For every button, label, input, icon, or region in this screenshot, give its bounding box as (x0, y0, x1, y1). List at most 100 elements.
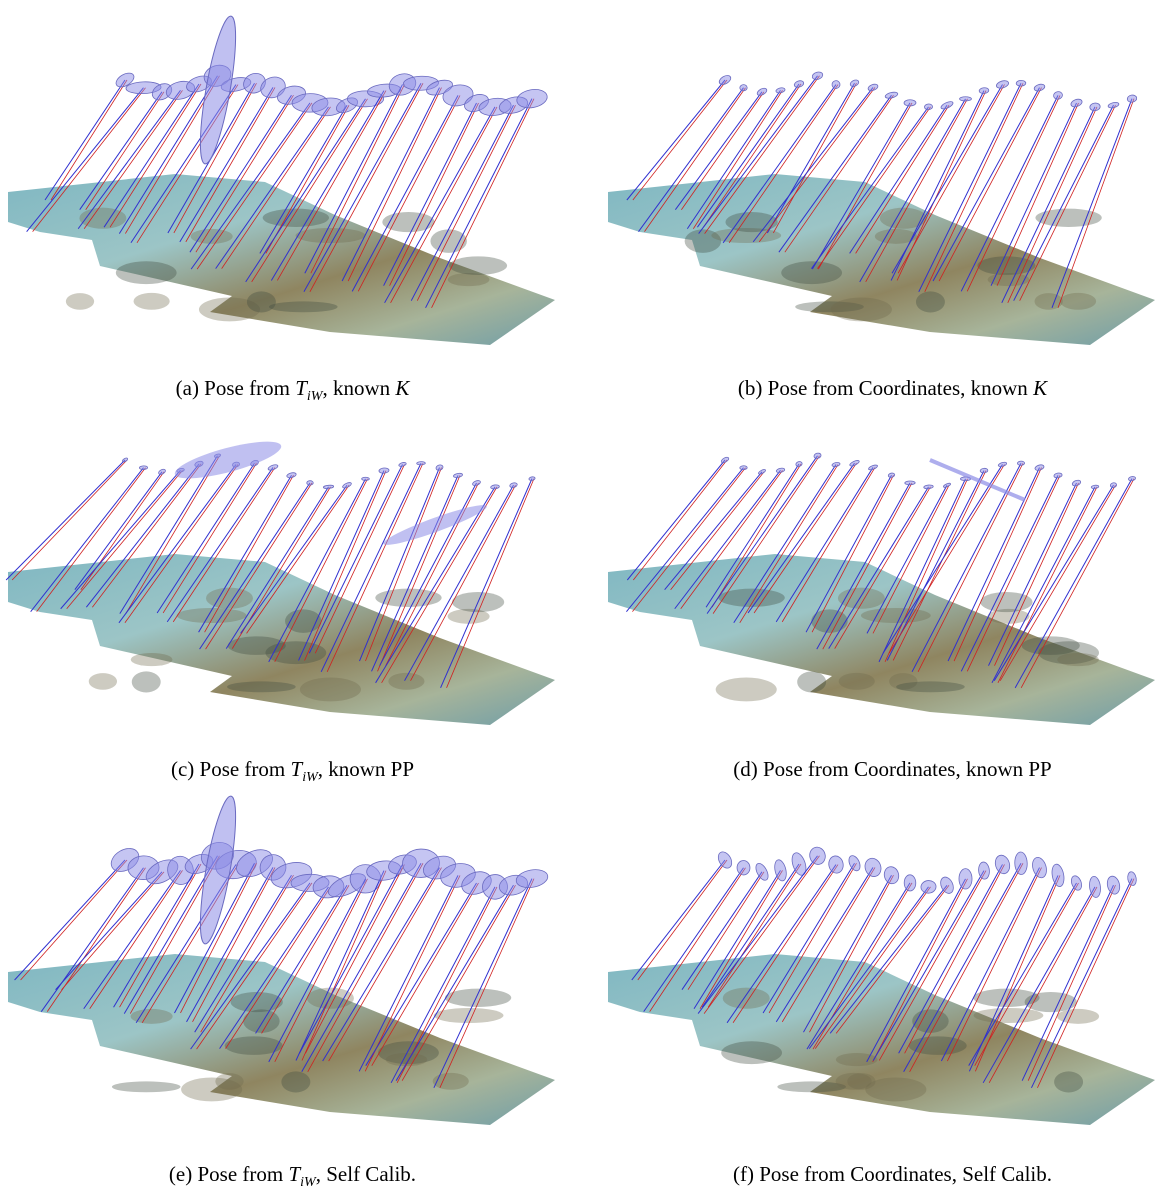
uncertainty-ellipse (435, 464, 443, 471)
uncertainty-ellipse (740, 466, 748, 470)
uncertainty-ellipse (827, 855, 844, 875)
uncertainty-ellipse (1106, 875, 1122, 895)
terrain-patch (300, 678, 361, 702)
uncertainty-ellipse (1033, 83, 1045, 92)
uncertainty-ellipse (979, 87, 989, 94)
terrain-patch (206, 588, 253, 609)
uncertainty-ellipse (904, 875, 916, 891)
uncertainty-ellipse (849, 79, 860, 88)
uncertainty-ellipse (509, 482, 517, 488)
uncertainty-ellipse (158, 468, 167, 475)
uncertainty-ellipse (993, 853, 1012, 875)
panel-scene (608, 845, 1155, 1125)
uncertainty-ellipse (286, 472, 296, 479)
uncertainty-ellipse (718, 74, 733, 87)
uncertainty-ellipse (832, 462, 841, 467)
terrain-patch (89, 673, 117, 690)
uncertainty-ellipse (381, 500, 489, 551)
caption-text: (f) Pose from Coordinates, Self Calib. (733, 1162, 1052, 1186)
caption-text: (c) Pose from (171, 757, 291, 781)
caption-math: K (395, 376, 409, 400)
uncertainty-ellipse (307, 481, 314, 485)
caption-text: , known PP (318, 757, 414, 781)
terrain-patch (896, 681, 965, 692)
uncertainty-ellipse (1016, 80, 1026, 86)
terrain-patch (433, 1073, 469, 1090)
terrain (8, 954, 555, 1125)
uncertainty-ellipse (1034, 464, 1044, 471)
terrain-patch (112, 1081, 181, 1092)
uncertainty-ellipse (716, 850, 735, 871)
terrain-patch (134, 293, 170, 310)
uncertainty-ellipse (453, 473, 463, 479)
terrain-patch (836, 1073, 872, 1090)
uncertainty-ellipse (904, 100, 916, 106)
terrain-patch (388, 673, 424, 690)
caption: (e) Pose from TiW, Self Calib. (0, 1162, 585, 1191)
uncertainty-ellipse (323, 485, 334, 489)
uncertainty-ellipse (924, 485, 934, 489)
terrain-patch (131, 653, 173, 666)
uncertainty-ellipse (756, 87, 768, 97)
terrain-patch (181, 1078, 242, 1102)
uncertainty-ellipse (811, 71, 823, 81)
uncertainty-ellipse (943, 482, 951, 488)
uncertainty-ellipse (1110, 482, 1117, 488)
uncertainty-ellipse (753, 861, 770, 882)
terrain-patch (831, 298, 892, 322)
caption-subscript: iW (300, 1175, 316, 1190)
caption: (d) Pose from Coordinates, known PP (600, 757, 1171, 782)
caption: (b) Pose from Coordinates, known K (600, 376, 1171, 401)
caption: (f) Pose from Coordinates, Self Calib. (600, 1162, 1171, 1187)
uncertainty-ellipse (959, 869, 972, 889)
uncertainty-ellipse (924, 104, 933, 110)
terrain-patch (116, 261, 177, 284)
uncertainty-ellipse (847, 854, 863, 873)
terrain (608, 174, 1155, 345)
uncertainty-ellipse (1050, 863, 1065, 887)
uncertainty-ellipse (920, 880, 936, 894)
terrain-patch (448, 273, 490, 286)
uncertainty-ellipse (1054, 472, 1063, 478)
uncertainty-ellipse (529, 476, 536, 481)
uncertainty-ellipse (1070, 98, 1083, 109)
uncertainty-ellipse (808, 845, 828, 866)
caption-math: T (295, 376, 307, 400)
terrain-patch (777, 1081, 846, 1092)
uncertainty-ellipse (978, 862, 990, 880)
terrain-patch (721, 1041, 782, 1064)
terrain-patch (916, 291, 945, 312)
terrain-patch (227, 681, 296, 692)
uncertainty-ellipse (793, 80, 804, 89)
caption-text: , Self Calib. (316, 1162, 416, 1186)
uncertainty-ellipse (868, 464, 878, 471)
uncertainty-ellipse (417, 461, 426, 465)
uncertainty-ellipse (1070, 874, 1084, 891)
uncertainty-ellipse (1053, 91, 1063, 100)
terrain-patch (1022, 636, 1080, 655)
panel-scene (608, 452, 1155, 725)
uncertainty-ellipse (998, 461, 1007, 467)
uncertainty-ellipse (885, 91, 899, 99)
caption: (c) Pose from TiW, known PP (0, 757, 585, 786)
uncertainty-ellipse (1072, 479, 1082, 487)
uncertainty-ellipse (960, 97, 972, 101)
uncertainty-ellipse (379, 468, 389, 474)
uncertainty-ellipse (490, 484, 499, 489)
panel-scene (6, 434, 555, 725)
terrain-patch (1060, 293, 1096, 310)
caption-text: , known (322, 376, 395, 400)
uncertainty-ellipse (795, 461, 803, 468)
terrain-patch (445, 989, 511, 1007)
uncertainty-ellipse (398, 462, 406, 468)
uncertainty-ellipse (862, 856, 883, 879)
uncertainty-ellipse (867, 83, 879, 92)
terrain-patch (861, 608, 931, 623)
caption-text: (d) Pose from Coordinates, known PP (733, 757, 1052, 781)
uncertainty-ellipse (831, 80, 840, 89)
uncertainty-ellipse (905, 481, 915, 485)
uncertainty-ellipse (267, 464, 278, 472)
uncertainty-ellipse (740, 84, 748, 91)
panel-scene (8, 14, 555, 345)
terrain (608, 554, 1155, 725)
